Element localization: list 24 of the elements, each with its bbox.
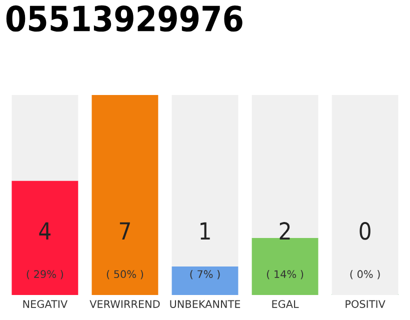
annotation: ( 14% ) <box>266 270 304 280</box>
x-tick-label: VERWIRREND <box>90 300 160 308</box>
bar <box>12 95 78 181</box>
bar <box>252 95 318 238</box>
x-tick-label: POSITIV <box>346 300 386 308</box>
bar <box>172 266 238 296</box>
x-tick-label: EGAL <box>272 300 299 308</box>
annotation: ( 29% ) <box>26 270 63 280</box>
bar <box>12 180 78 296</box>
data-label: 4 <box>39 222 51 240</box>
bar <box>252 238 318 296</box>
annotation: ( 7% ) <box>190 270 220 280</box>
x-tick-label: UNBEKANNTE <box>170 300 240 308</box>
bar <box>92 95 158 296</box>
annotation: ( 0% ) <box>350 270 380 280</box>
x-tick-label: NEGATIV <box>23 300 68 308</box>
annotation: ( 50% ) <box>106 270 144 280</box>
data-label: 7 <box>120 222 130 240</box>
bar <box>332 95 398 296</box>
data-label: 2 <box>280 222 290 240</box>
data-label: 0 <box>360 222 370 240</box>
chart-title: 05513929976 <box>6 5 242 32</box>
bar <box>172 95 238 266</box>
data-label: 1 <box>200 222 210 240</box>
